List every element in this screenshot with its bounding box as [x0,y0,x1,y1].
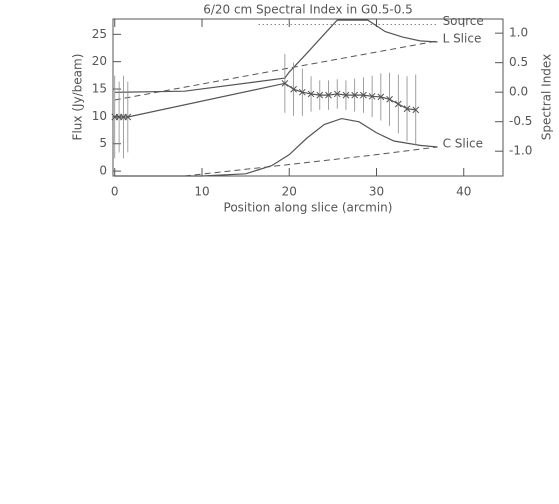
marker [360,91,367,99]
marker [377,93,385,101]
x-tick-label: 40 [456,185,471,199]
y2-tick-label: 0.0 [509,85,528,99]
x-tick-label: 0 [111,185,119,199]
marker [368,92,376,100]
marker [412,106,420,114]
x-axis-label: Position along slice (arcmin) [224,201,393,215]
plot-frame [112,18,504,177]
marker [333,90,341,98]
x-tick-label: 20 [282,185,297,199]
marker [351,91,359,99]
series-line [114,82,416,118]
y2-axis-label: Spectral Index [540,54,554,140]
marker [342,91,350,99]
marker [403,105,411,113]
marker [386,95,393,103]
y-tick-label: 0 [99,164,107,178]
marker [325,91,332,99]
marker [298,88,306,96]
marker [281,79,289,87]
series-label: L Slice [443,31,482,45]
y-axis-label: Flux (Jy/beam) [71,54,85,141]
marker [316,91,324,99]
marker [394,100,402,108]
y2-tick-label: -0.5 [509,114,532,128]
y-tick-label: 20 [92,54,107,68]
y-tick-label: 5 [99,136,107,150]
chart-title: 6/20 cm Spectral Index in G0.5-0.5 [203,3,413,17]
y-tick-label: 25 [92,27,107,41]
series-line [114,40,438,101]
marker [124,113,132,121]
y2-tick-label: 1.0 [509,26,528,40]
series-label: C Slice [443,137,483,151]
y2-tick-label: -1.0 [509,144,532,158]
x-tick-label: 30 [369,185,384,199]
marker [290,85,297,93]
series-line [114,117,438,177]
series-label: Source [443,14,484,28]
x-tick-label: 10 [194,185,209,199]
y2-tick-label: 0.5 [509,55,528,69]
series-line [114,146,438,177]
series-line [114,19,438,93]
y-tick-label: 10 [92,109,107,123]
marker [307,90,315,98]
y-tick-label: 15 [92,82,107,96]
